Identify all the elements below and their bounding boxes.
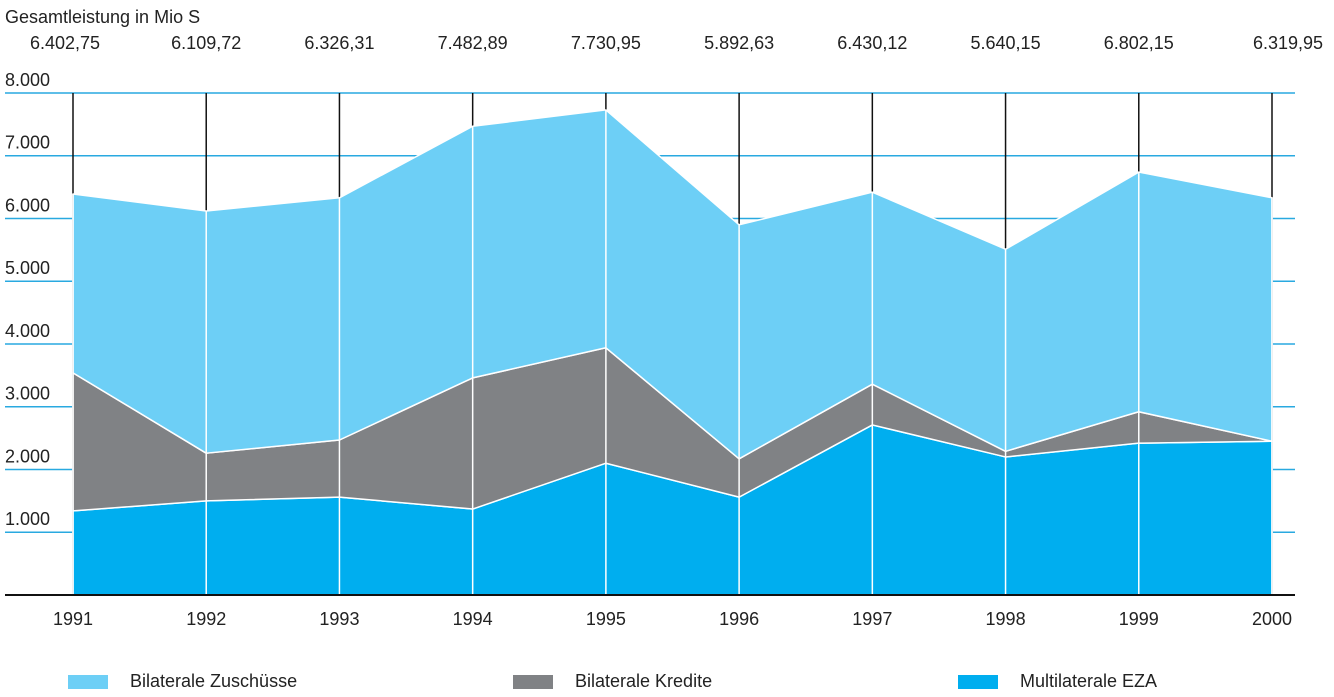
x-tick-label: 1995	[586, 609, 626, 629]
y-tick-label: 4.000	[5, 321, 50, 341]
x-tick-label: 1993	[319, 609, 359, 629]
y-tick-label: 7.000	[5, 133, 50, 153]
x-tick-label: 1996	[719, 609, 759, 629]
x-tick-label: 1992	[186, 609, 226, 629]
y-tick-label: 5.000	[5, 258, 50, 278]
x-tick-label: 2000	[1252, 609, 1292, 629]
y-tick-label: 1.000	[5, 509, 50, 529]
y-tick-label: 3.000	[5, 384, 50, 404]
x-tick-label: 1991	[53, 609, 93, 629]
y-tick-label: 6.000	[5, 195, 50, 215]
legend-swatch	[958, 675, 998, 689]
total-label: 6.326,31	[304, 33, 374, 53]
legend-swatch	[513, 675, 553, 689]
legend-label: Bilaterale Zuschüsse	[130, 671, 297, 691]
total-label: 7.482,89	[438, 33, 508, 53]
legend-label: Multilaterale EZA	[1020, 671, 1157, 691]
y-tick-label: 2.000	[5, 446, 50, 466]
x-tick-label: 1999	[1119, 609, 1159, 629]
x-tick-label: 1998	[986, 609, 1026, 629]
total-label: 6.430,12	[837, 33, 907, 53]
legend-label: Bilaterale Kredite	[575, 671, 712, 691]
y-tick-label: 8.000	[5, 70, 50, 90]
total-label: 6.802,15	[1104, 33, 1174, 53]
chart-title: Gesamtleistung in Mio S	[5, 7, 200, 27]
total-label: 6.109,72	[171, 33, 241, 53]
x-tick-label: 1994	[453, 609, 493, 629]
legend-swatch	[68, 675, 108, 689]
total-label: 6.319,95	[1253, 33, 1323, 53]
total-label: 7.730,95	[571, 33, 641, 53]
total-label: 5.640,15	[971, 33, 1041, 53]
x-tick-label: 1997	[852, 609, 892, 629]
total-label: 6.402,75	[30, 33, 100, 53]
total-label: 5.892,63	[704, 33, 774, 53]
